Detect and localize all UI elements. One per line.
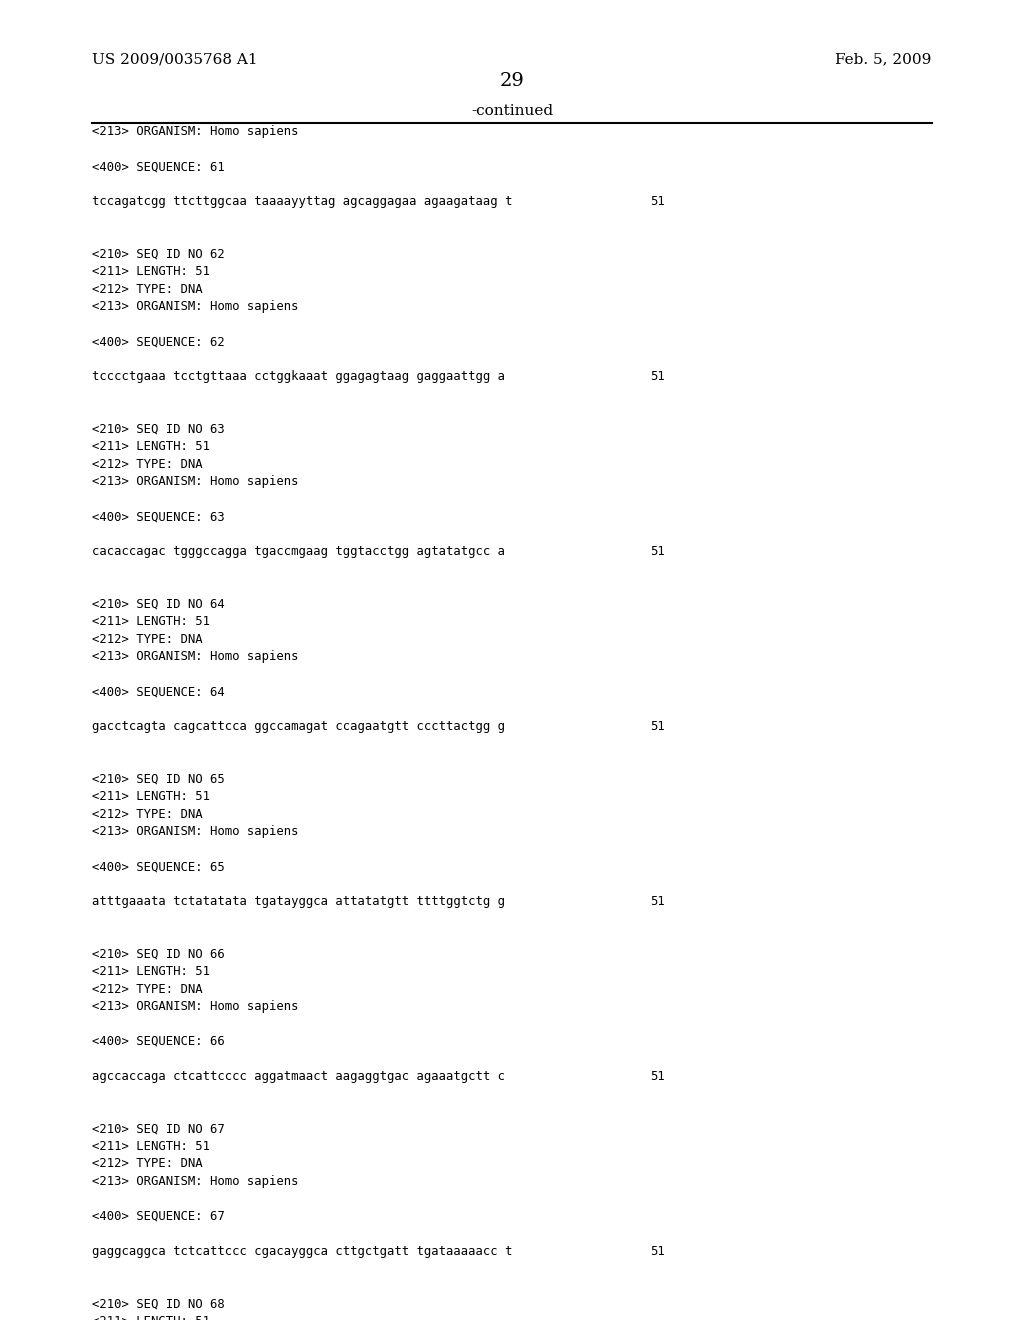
Text: 51: 51 [650, 371, 665, 383]
Text: 29: 29 [500, 71, 524, 90]
Text: <210> SEQ ID NO 64: <210> SEQ ID NO 64 [92, 598, 225, 611]
Text: <213> ORGANISM: Homo sapiens: <213> ORGANISM: Homo sapiens [92, 651, 299, 663]
Text: 51: 51 [650, 545, 665, 558]
Text: -continued: -continued [471, 104, 553, 117]
Text: <211> LENGTH: 51: <211> LENGTH: 51 [92, 1140, 210, 1152]
Text: <213> ORGANISM: Homo sapiens: <213> ORGANISM: Homo sapiens [92, 475, 299, 488]
Text: <211> LENGTH: 51: <211> LENGTH: 51 [92, 441, 210, 453]
Text: <210> SEQ ID NO 62: <210> SEQ ID NO 62 [92, 248, 225, 261]
Text: <212> TYPE: DNA: <212> TYPE: DNA [92, 808, 203, 821]
Text: <210> SEQ ID NO 66: <210> SEQ ID NO 66 [92, 948, 225, 961]
Text: <211> LENGTH: 51: <211> LENGTH: 51 [92, 791, 210, 803]
Text: tccagatcgg ttcttggcaa taaaayyttag agcaggagaa agaagataag t: tccagatcgg ttcttggcaa taaaayyttag agcagg… [92, 195, 513, 209]
Text: <400> SEQUENCE: 64: <400> SEQUENCE: 64 [92, 685, 225, 698]
Text: <211> LENGTH: 51: <211> LENGTH: 51 [92, 265, 210, 279]
Text: 51: 51 [650, 895, 665, 908]
Text: <210> SEQ ID NO 65: <210> SEQ ID NO 65 [92, 772, 225, 785]
Text: <400> SEQUENCE: 67: <400> SEQUENCE: 67 [92, 1210, 225, 1222]
Text: <212> TYPE: DNA: <212> TYPE: DNA [92, 1158, 203, 1171]
Text: gaggcaggca tctcattccc cgacayggca cttgctgatt tgataaaaacc t: gaggcaggca tctcattccc cgacayggca cttgctg… [92, 1245, 513, 1258]
Text: Feb. 5, 2009: Feb. 5, 2009 [836, 53, 932, 66]
Text: 51: 51 [650, 195, 665, 209]
Text: <213> ORGANISM: Homo sapiens: <213> ORGANISM: Homo sapiens [92, 1001, 299, 1012]
Text: 51: 51 [650, 1071, 665, 1082]
Text: <213> ORGANISM: Homo sapiens: <213> ORGANISM: Homo sapiens [92, 825, 299, 838]
Text: <400> SEQUENCE: 61: <400> SEQUENCE: 61 [92, 161, 225, 173]
Text: <400> SEQUENCE: 63: <400> SEQUENCE: 63 [92, 511, 225, 523]
Text: <400> SEQUENCE: 62: <400> SEQUENCE: 62 [92, 335, 225, 348]
Text: agccaccaga ctcattcccc aggatmaact aagaggtgac agaaatgctt c: agccaccaga ctcattcccc aggatmaact aagaggt… [92, 1071, 505, 1082]
Text: <400> SEQUENCE: 66: <400> SEQUENCE: 66 [92, 1035, 225, 1048]
Text: <210> SEQ ID NO 67: <210> SEQ ID NO 67 [92, 1122, 225, 1135]
Text: <213> ORGANISM: Homo sapiens: <213> ORGANISM: Homo sapiens [92, 301, 299, 313]
Text: <211> LENGTH: 51: <211> LENGTH: 51 [92, 965, 210, 978]
Text: <211> LENGTH: 51: <211> LENGTH: 51 [92, 1315, 210, 1320]
Text: <213> ORGANISM: Homo sapiens: <213> ORGANISM: Homo sapiens [92, 1175, 299, 1188]
Text: gacctcagta cagcattcca ggccamagat ccagaatgtt cccttactgg g: gacctcagta cagcattcca ggccamagat ccagaat… [92, 721, 505, 733]
Text: <210> SEQ ID NO 63: <210> SEQ ID NO 63 [92, 422, 225, 436]
Text: <212> TYPE: DNA: <212> TYPE: DNA [92, 458, 203, 471]
Text: <400> SEQUENCE: 65: <400> SEQUENCE: 65 [92, 861, 225, 873]
Text: tcccctgaaa tcctgttaaa cctggkaaat ggagagtaag gaggaattgg a: tcccctgaaa tcctgttaaa cctggkaaat ggagagt… [92, 371, 505, 383]
Text: <213> ORGANISM: Homo sapiens: <213> ORGANISM: Homo sapiens [92, 125, 299, 139]
Text: <212> TYPE: DNA: <212> TYPE: DNA [92, 282, 203, 296]
Text: <210> SEQ ID NO 68: <210> SEQ ID NO 68 [92, 1298, 225, 1311]
Text: <212> TYPE: DNA: <212> TYPE: DNA [92, 982, 203, 995]
Text: 51: 51 [650, 1245, 665, 1258]
Text: atttgaaata tctatatata tgatayggca attatatgtt ttttggtctg g: atttgaaata tctatatata tgatayggca attatat… [92, 895, 505, 908]
Text: <212> TYPE: DNA: <212> TYPE: DNA [92, 632, 203, 645]
Text: 51: 51 [650, 721, 665, 733]
Text: US 2009/0035768 A1: US 2009/0035768 A1 [92, 53, 258, 66]
Text: cacaccagac tgggccagga tgaccmgaag tggtacctgg agtatatgcc a: cacaccagac tgggccagga tgaccmgaag tggtacc… [92, 545, 505, 558]
Text: <211> LENGTH: 51: <211> LENGTH: 51 [92, 615, 210, 628]
